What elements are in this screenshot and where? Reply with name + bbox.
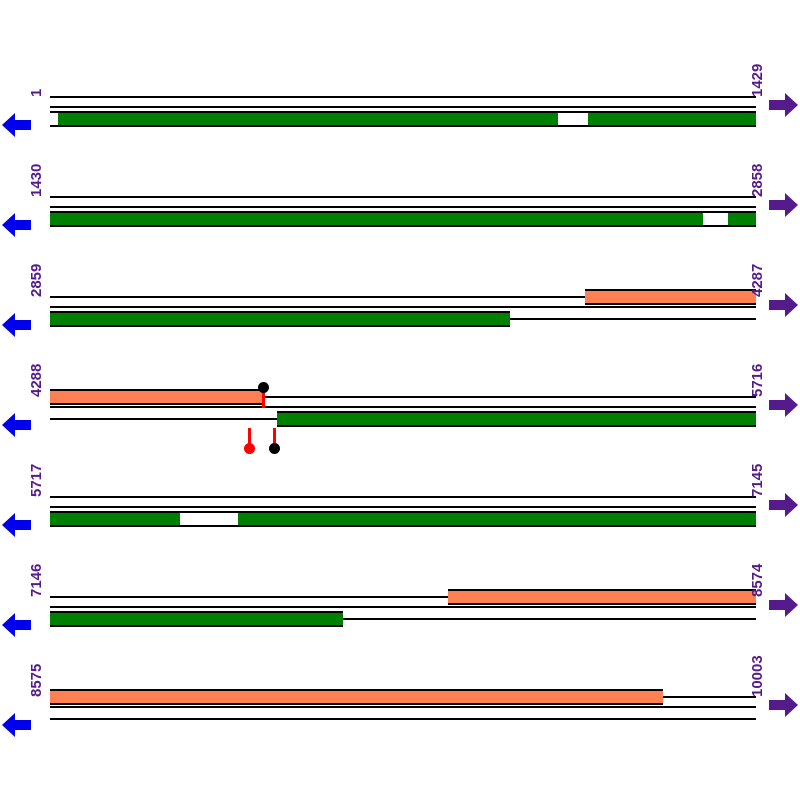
orf-feature-bar[interactable] bbox=[703, 211, 728, 227]
orf-feature-bar[interactable] bbox=[58, 111, 558, 127]
sequence-row: 1 1429 bbox=[0, 64, 800, 180]
arrow-right-icon[interactable] bbox=[768, 392, 798, 418]
reading-frame-line bbox=[50, 206, 756, 208]
reading-frame-line bbox=[50, 106, 756, 108]
reading-frame-line bbox=[50, 196, 756, 198]
sequence-row: 5717 7145 bbox=[0, 464, 800, 580]
site-marker[interactable] bbox=[258, 382, 269, 408]
arrow-right-icon[interactable] bbox=[768, 92, 798, 118]
row-end-coordinate: 2858 bbox=[749, 163, 766, 197]
orf-feature-bar[interactable] bbox=[50, 389, 265, 405]
row-start-coordinate: 7146 bbox=[28, 563, 45, 597]
marker-head-icon bbox=[244, 443, 255, 454]
reading-frame-line bbox=[50, 406, 756, 408]
reading-frame-line bbox=[50, 96, 756, 98]
orf-feature-bar[interactable] bbox=[448, 589, 756, 605]
marker-stem bbox=[273, 428, 276, 445]
orf-feature-bar[interactable] bbox=[50, 211, 703, 227]
reading-frame-line bbox=[50, 496, 756, 498]
arrow-right-icon[interactable] bbox=[768, 292, 798, 318]
orf-feature-bar[interactable] bbox=[558, 111, 588, 127]
row-start-coordinate: 1430 bbox=[28, 163, 45, 197]
marker-stem bbox=[262, 391, 265, 408]
sequence-row: 2859 4287 bbox=[0, 264, 800, 380]
row-end-coordinate: 7145 bbox=[749, 463, 766, 497]
orf-feature-bar[interactable] bbox=[238, 511, 756, 527]
row-start-coordinate: 8575 bbox=[28, 663, 45, 697]
arrow-left-icon[interactable] bbox=[2, 312, 32, 338]
reading-frame-line bbox=[50, 606, 756, 608]
orf-feature-bar[interactable] bbox=[588, 111, 756, 127]
orf-feature-bar[interactable] bbox=[50, 511, 180, 527]
marker-stem bbox=[248, 428, 251, 445]
reading-frame-line bbox=[50, 306, 756, 308]
site-marker[interactable] bbox=[269, 428, 280, 454]
arrow-left-icon[interactable] bbox=[2, 612, 32, 638]
row-start-coordinate: 1 bbox=[28, 88, 45, 97]
arrow-left-icon[interactable] bbox=[2, 512, 32, 538]
reading-frame-line bbox=[50, 506, 756, 508]
sequence-row: 8575 10003 bbox=[0, 655, 800, 780]
orf-feature-bar[interactable] bbox=[585, 289, 756, 305]
reading-frame-line bbox=[50, 618, 756, 620]
reading-frame-line bbox=[50, 596, 756, 598]
arrow-right-icon[interactable] bbox=[768, 192, 798, 218]
reading-frame-line bbox=[50, 396, 756, 398]
marker-head-icon bbox=[258, 382, 269, 393]
row-end-coordinate: 10003 bbox=[749, 655, 766, 697]
row-start-coordinate: 2859 bbox=[28, 263, 45, 297]
orf-feature-bar[interactable] bbox=[728, 211, 756, 227]
row-end-coordinate: 4287 bbox=[749, 263, 766, 297]
arrow-right-icon[interactable] bbox=[768, 492, 798, 518]
arrow-left-icon[interactable] bbox=[2, 412, 32, 438]
arrow-left-icon[interactable] bbox=[2, 712, 32, 738]
sequence-row: 1430 2858 bbox=[0, 164, 800, 280]
orf-feature-bar[interactable] bbox=[50, 611, 343, 627]
arrow-right-icon[interactable] bbox=[768, 592, 798, 618]
arrow-right-icon[interactable] bbox=[768, 692, 798, 718]
row-end-coordinate: 8574 bbox=[749, 563, 766, 597]
sequence-row: 4288 5716 bbox=[0, 364, 800, 480]
arrow-left-icon[interactable] bbox=[2, 112, 32, 138]
row-end-coordinate: 5716 bbox=[749, 363, 766, 397]
orf-feature-bar[interactable] bbox=[180, 511, 238, 527]
sequence-row: 7146 8574 bbox=[0, 564, 800, 680]
reading-frame-line bbox=[50, 296, 756, 298]
orf-feature-bar[interactable] bbox=[50, 311, 510, 327]
orf-feature-bar[interactable] bbox=[277, 411, 756, 427]
row-start-coordinate: 4288 bbox=[28, 363, 45, 397]
arrow-left-icon[interactable] bbox=[2, 212, 32, 238]
row-start-coordinate: 5717 bbox=[28, 463, 45, 497]
reading-frame-line bbox=[50, 718, 756, 720]
orf-feature-bar[interactable] bbox=[50, 111, 58, 127]
site-marker[interactable] bbox=[244, 428, 255, 454]
reading-frame-line bbox=[50, 706, 756, 708]
orf-feature-bar[interactable] bbox=[50, 689, 663, 705]
row-end-coordinate: 1429 bbox=[749, 63, 766, 97]
marker-head-icon bbox=[269, 443, 280, 454]
